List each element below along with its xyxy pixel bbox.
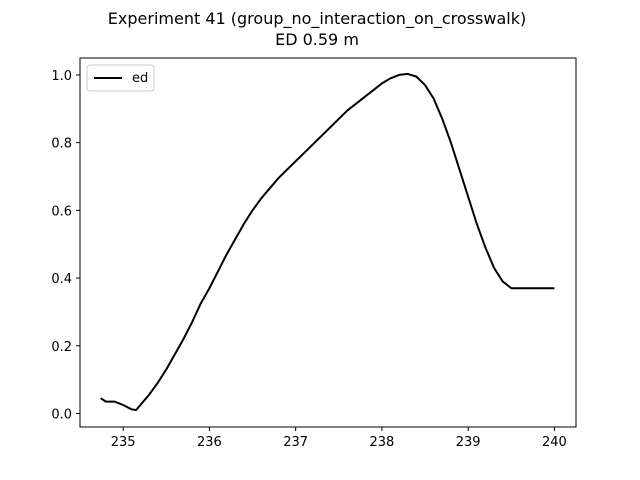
- y-tick-label: 0.0: [51, 407, 72, 422]
- chart-subtitle: ED 0.59 m: [275, 30, 359, 49]
- y-tick-label: 0.6: [51, 204, 72, 219]
- x-tick-label: 235: [111, 435, 136, 450]
- y-tick-label: 1.0: [51, 69, 72, 84]
- series-layer: [100, 72, 555, 412]
- legend: ed: [86, 64, 155, 92]
- chart-title: Experiment 41 (group_no_interaction_on_c…: [108, 9, 526, 29]
- y-tick-label: 0.4: [51, 272, 72, 287]
- x-tick-label: 240: [542, 435, 567, 450]
- x-tick-label: 237: [283, 435, 308, 450]
- x-tick-label: 238: [369, 435, 394, 450]
- y-tick-label: 0.2: [51, 340, 72, 355]
- series-line-ed: [100, 72, 555, 412]
- x-tick-label: 236: [197, 435, 222, 450]
- x-tick-label: 239: [456, 435, 481, 450]
- plot-area: [79, 57, 577, 428]
- legend-label: ed: [132, 71, 148, 86]
- x-axis: 235 236 237 238 239 240: [111, 427, 567, 450]
- y-tick-label: 0.8: [51, 137, 72, 152]
- y-axis: 0.0 0.2 0.4 0.6 0.8 1.0: [51, 69, 80, 422]
